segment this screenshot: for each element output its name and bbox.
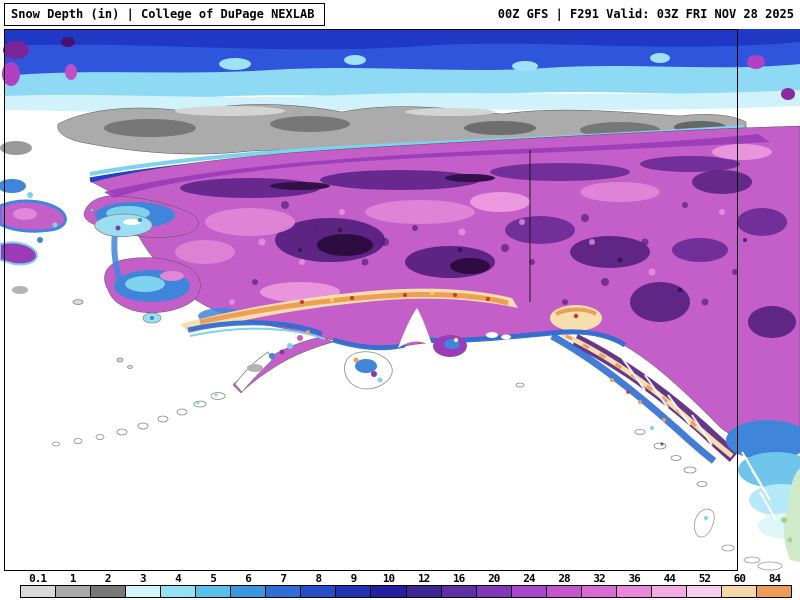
map-frame [4, 29, 738, 571]
legend-cell-6 [231, 586, 267, 597]
legend-cell-44 [651, 586, 687, 597]
legend-cell-8 [301, 586, 337, 597]
legend-label-4: 4 [175, 572, 182, 585]
legend-cell-16 [441, 586, 477, 597]
arctic-ocean-bands [2, 29, 800, 113]
legend-label-20: 20 [488, 572, 500, 585]
legend-cell-20 [476, 586, 512, 597]
legend-label-1: 1 [69, 572, 77, 585]
chukotka-coast [0, 179, 67, 294]
legend-label-32: 32 [593, 572, 605, 585]
legend-cell-3 [126, 586, 162, 597]
map-area [0, 28, 800, 572]
legend-label-24: 24 [523, 572, 535, 585]
legend-cell-1 [56, 586, 92, 597]
legend-bar [20, 585, 792, 598]
legend-cell-32 [581, 586, 617, 597]
legend-label-5: 5 [210, 572, 217, 585]
legend-cell-4 [161, 586, 197, 597]
product-title: Snow Depth (in) | College of DuPage NEXL… [4, 3, 326, 26]
legend-cell-24 [511, 586, 547, 597]
snow-depth-legend: 0.1 1 2 3 4 5 6 7 8 9 10 12 16 20 24 28 32 36 44 52 60 84 [20, 573, 792, 599]
bc-coast-transition [694, 420, 800, 571]
legend-label-36: 36 [628, 572, 641, 585]
legend-label-16: 16 [453, 572, 465, 585]
islands [52, 208, 708, 487]
cook-inlet [398, 308, 511, 348]
legend-cell-7 [266, 586, 302, 597]
legend-cell-5 [196, 586, 232, 597]
legend-label-8: 8 [315, 572, 322, 585]
legend-cell-84 [756, 586, 792, 597]
legend-label-7: 7 [280, 572, 287, 585]
legend-cell-10 [371, 586, 407, 597]
legend-label-28: 28 [558, 572, 570, 585]
legend-cell-28 [546, 586, 582, 597]
legend-label-0.1: 0.1 [29, 572, 47, 585]
legend-label-3: 3 [140, 572, 147, 585]
panhandle-fjords [619, 354, 713, 446]
legend-label-52: 52 [698, 572, 711, 585]
legend-cell-12 [406, 586, 442, 597]
legend-label-60: 60 [733, 572, 746, 585]
legend-label-12: 12 [417, 572, 430, 585]
legend-label-44: 44 [663, 572, 676, 585]
legend-label-2: 2 [104, 572, 112, 585]
legend-cell-9 [336, 586, 372, 597]
legend-label-9: 9 [350, 572, 358, 585]
legend-label-84: 84 [768, 572, 781, 585]
legend-cell-2 [91, 586, 127, 597]
legend-cell-36 [616, 586, 652, 597]
legend-labels: 0.1 1 2 3 4 5 6 7 8 9 10 12 16 20 24 28 32 36 44 52 60 84 [20, 573, 792, 585]
legend-cell-0.1 [21, 586, 57, 597]
legend-cell-60 [721, 586, 757, 597]
legend-cell-52 [686, 586, 722, 597]
model-valid-time: 00Z GFS | F291 Valid: 03Z FRI NOV 28 202… [497, 7, 794, 21]
legend-label-10: 10 [382, 572, 395, 585]
map-canvas [0, 29, 800, 571]
legend-label-6: 6 [245, 572, 252, 585]
